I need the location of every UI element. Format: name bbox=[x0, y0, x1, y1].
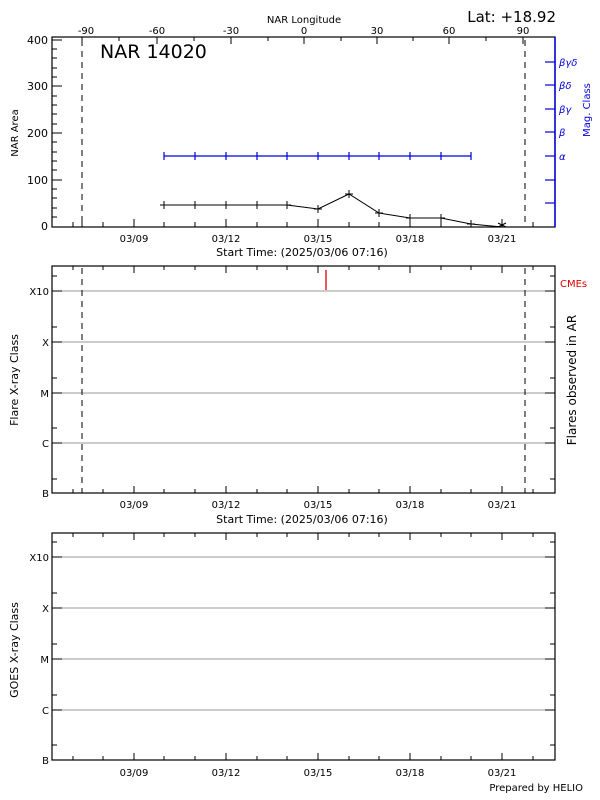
goes-class-axis-label: GOES X-ray Class bbox=[8, 602, 21, 698]
svg-text:03/15: 03/15 bbox=[304, 768, 333, 779]
svg-text:03/12: 03/12 bbox=[212, 500, 241, 511]
svg-text:03/12: 03/12 bbox=[212, 768, 241, 779]
svg-text:β: β bbox=[558, 128, 566, 139]
credit-footer: Prepared by HELIO bbox=[489, 783, 583, 794]
svg-text:03/15: 03/15 bbox=[304, 500, 333, 511]
svg-text:-30: -30 bbox=[223, 26, 239, 37]
svg-text:X: X bbox=[42, 604, 49, 615]
svg-text:03/09: 03/09 bbox=[120, 768, 149, 779]
svg-text:C: C bbox=[42, 706, 49, 717]
flare-class-axis-label: Flare X-ray Class bbox=[8, 334, 21, 426]
goes-class-axis: B C M X X10 bbox=[29, 553, 49, 767]
area-series bbox=[160, 190, 507, 228]
svg-text:α: α bbox=[559, 152, 566, 163]
date-axis-top: 03/09 03/12 03/15 03/18 03/21 bbox=[120, 234, 517, 245]
svg-text:βδ: βδ bbox=[558, 81, 572, 92]
svg-text:03/21: 03/21 bbox=[488, 234, 517, 245]
flares-observed-axis-label: Flares observed in AR bbox=[565, 315, 579, 445]
svg-text:100: 100 bbox=[27, 174, 48, 187]
svg-text:0: 0 bbox=[301, 26, 307, 37]
svg-text:03/18: 03/18 bbox=[396, 768, 425, 779]
svg-text:03/21: 03/21 bbox=[488, 500, 517, 511]
longitude-axis: -90 -60 -30 0 30 60 90 bbox=[78, 26, 530, 37]
svg-text:90: 90 bbox=[517, 26, 530, 37]
svg-text:400: 400 bbox=[27, 34, 48, 47]
region-title: NAR 14020 bbox=[100, 41, 207, 63]
bottom-panel: B C M X X10 GOES X-ray Class 03/0 bbox=[8, 532, 556, 779]
svg-text:-60: -60 bbox=[149, 26, 165, 37]
latitude-label: Lat: +18.92 bbox=[467, 8, 556, 26]
svg-text:300: 300 bbox=[27, 80, 48, 93]
svg-text:C: C bbox=[42, 439, 49, 450]
svg-text:30: 30 bbox=[371, 26, 384, 37]
mag-class-axis: α β βγ βδ βγδ bbox=[558, 58, 577, 163]
flare-class-axis: B C M X X10 bbox=[29, 287, 49, 500]
svg-text:X: X bbox=[42, 338, 49, 349]
mag-class-series bbox=[163, 152, 472, 160]
svg-text:200: 200 bbox=[27, 127, 48, 140]
top-panel: NAR 14020 -90 -60 -30 0 30 60 90 0 100 2… bbox=[10, 26, 593, 259]
svg-text:M: M bbox=[40, 655, 49, 666]
date-axis-middle: 03/09 03/12 03/15 03/18 03/21 bbox=[120, 500, 517, 511]
cme-legend: CMEs bbox=[560, 279, 587, 290]
svg-text:M: M bbox=[40, 389, 49, 400]
svg-text:0: 0 bbox=[41, 220, 48, 233]
svg-text:03/09: 03/09 bbox=[120, 500, 149, 511]
svg-text:03/18: 03/18 bbox=[396, 500, 425, 511]
middle-panel: B C M X X10 Flare X-ray Class Flares obs… bbox=[8, 265, 587, 526]
svg-text:03/21: 03/21 bbox=[488, 768, 517, 779]
top-x-axis-title: NAR Longitude bbox=[267, 15, 341, 26]
svg-text:03/09: 03/09 bbox=[120, 234, 149, 245]
area-axis-label: NAR Area bbox=[10, 109, 21, 156]
svg-text:B: B bbox=[42, 489, 49, 500]
date-axis-bottom: 03/09 03/12 03/15 03/18 03/21 bbox=[120, 768, 517, 779]
svg-text:βγ: βγ bbox=[558, 105, 572, 116]
svg-text:03/18: 03/18 bbox=[396, 234, 425, 245]
svg-text:03/15: 03/15 bbox=[304, 234, 333, 245]
svg-text:X10: X10 bbox=[29, 287, 49, 298]
area-axis: 0 100 200 300 400 bbox=[27, 34, 48, 233]
svg-text:X10: X10 bbox=[29, 553, 49, 564]
svg-text:B: B bbox=[42, 756, 49, 767]
mag-class-axis-label: Mag. Class bbox=[582, 83, 593, 137]
middle-x-axis-label: Start Time: (2025/03/06 07:16) bbox=[216, 513, 388, 526]
svg-text:βγδ: βγδ bbox=[558, 58, 577, 69]
top-x-axis-label: Start Time: (2025/03/06 07:16) bbox=[216, 246, 388, 259]
svg-text:60: 60 bbox=[443, 26, 456, 37]
svg-text:03/12: 03/12 bbox=[212, 234, 241, 245]
svg-text:-90: -90 bbox=[78, 26, 94, 37]
